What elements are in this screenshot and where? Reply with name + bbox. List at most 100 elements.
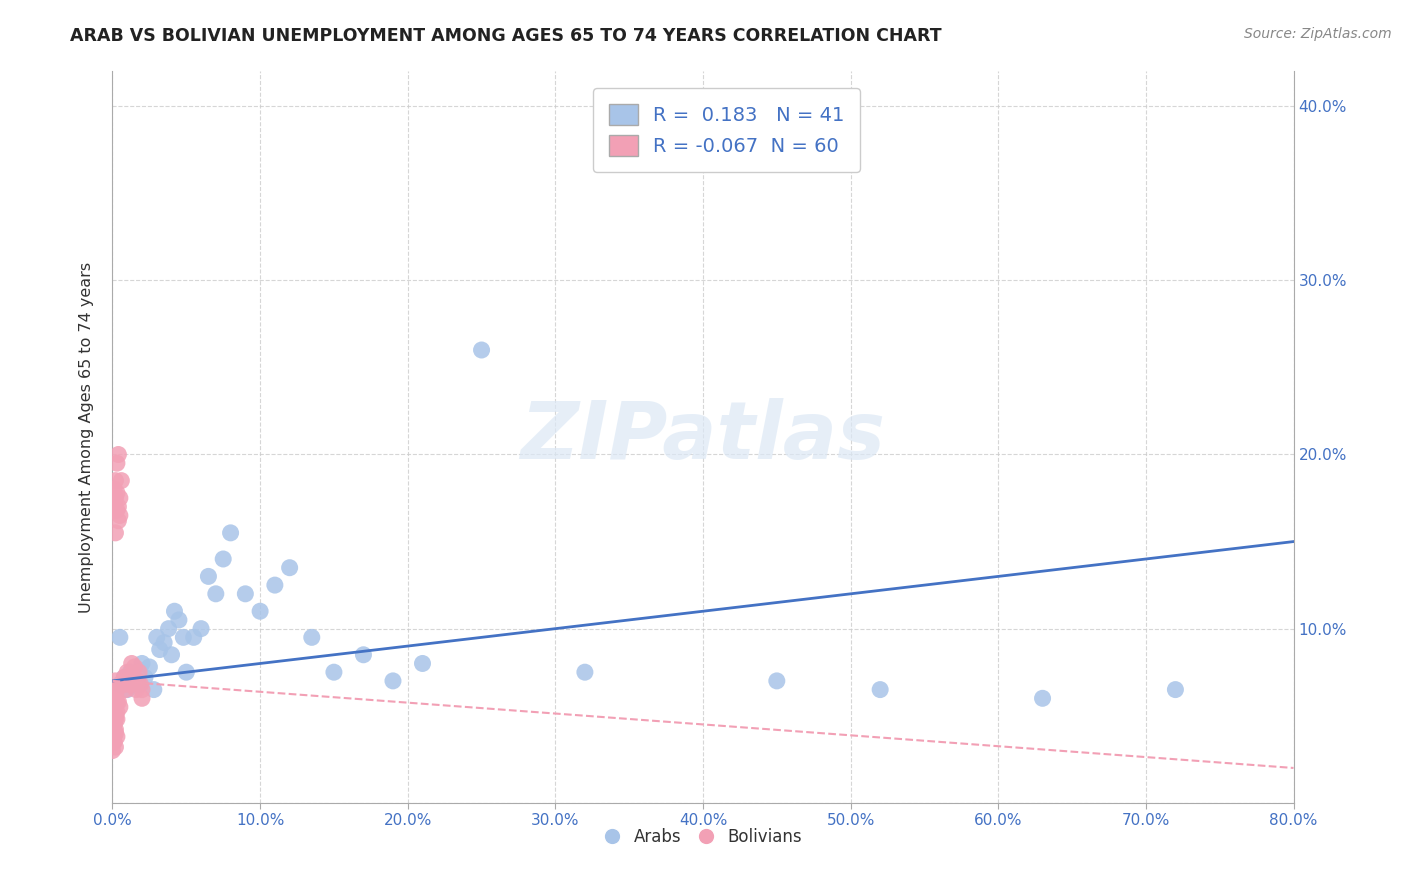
Point <box>103 717 125 731</box>
Y-axis label: Unemployment Among Ages 65 to 74 years: Unemployment Among Ages 65 to 74 years <box>79 261 94 613</box>
Point <box>142 682 165 697</box>
Point <box>114 682 136 697</box>
Point <box>108 700 131 714</box>
Point <box>352 648 374 662</box>
Point <box>104 740 127 755</box>
Point <box>129 677 152 691</box>
Point <box>470 343 494 357</box>
Point <box>1032 691 1054 706</box>
Point <box>105 712 128 726</box>
Point <box>301 631 323 645</box>
Point <box>103 700 125 714</box>
Point <box>138 660 160 674</box>
Point <box>103 695 125 709</box>
Point <box>105 456 128 470</box>
Point <box>190 622 212 636</box>
Point <box>146 631 169 645</box>
Point <box>128 677 150 691</box>
Point <box>134 670 156 684</box>
Point <box>153 635 176 649</box>
Point <box>104 726 127 740</box>
Point <box>197 569 219 583</box>
Point <box>149 642 172 657</box>
Point <box>205 587 228 601</box>
Point <box>174 665 197 680</box>
Point <box>131 691 153 706</box>
Point <box>103 483 125 497</box>
Text: ZIPatlas: ZIPatlas <box>520 398 886 476</box>
Point <box>103 735 125 749</box>
Point <box>104 525 127 540</box>
Point <box>131 682 153 697</box>
Point <box>233 587 256 601</box>
Point <box>219 525 242 540</box>
Point <box>101 700 124 714</box>
Point <box>104 474 127 488</box>
Point <box>1164 682 1187 697</box>
Point <box>124 660 146 674</box>
Point <box>105 682 128 697</box>
Point <box>766 673 789 688</box>
Point <box>105 503 128 517</box>
Point <box>104 723 127 737</box>
Point <box>278 560 301 574</box>
Point <box>128 665 150 680</box>
Point <box>264 578 287 592</box>
Point <box>172 631 194 645</box>
Point <box>382 673 405 688</box>
Point <box>108 631 131 645</box>
Point <box>124 673 146 688</box>
Point <box>103 688 125 702</box>
Legend: Arabs, Bolivians: Arabs, Bolivians <box>598 822 808 853</box>
Point <box>160 648 183 662</box>
Point <box>249 604 271 618</box>
Point <box>101 723 124 737</box>
Point <box>104 691 127 706</box>
Point <box>107 695 129 709</box>
Point <box>105 705 128 719</box>
Point <box>157 622 180 636</box>
Point <box>112 677 135 691</box>
Point <box>117 665 138 680</box>
Point <box>112 670 135 684</box>
Point <box>117 682 138 697</box>
Point <box>411 657 433 671</box>
Point <box>104 673 127 688</box>
Point <box>104 688 127 702</box>
Point <box>108 677 131 691</box>
Point <box>104 491 127 505</box>
Point <box>107 448 129 462</box>
Point <box>101 743 124 757</box>
Point <box>121 657 143 671</box>
Text: Source: ZipAtlas.com: Source: ZipAtlas.com <box>1244 27 1392 41</box>
Point <box>107 514 129 528</box>
Point <box>163 604 186 618</box>
Point <box>120 677 142 691</box>
Point <box>574 665 596 680</box>
Point <box>104 688 127 702</box>
Point <box>869 682 891 697</box>
Point <box>167 613 190 627</box>
Point <box>127 673 149 688</box>
Point <box>112 670 135 684</box>
Point <box>125 682 148 697</box>
Point <box>104 708 127 723</box>
Point <box>105 730 128 744</box>
Point <box>103 695 125 709</box>
Point <box>103 717 125 731</box>
Point <box>131 657 153 671</box>
Point <box>103 730 125 744</box>
Point <box>110 474 132 488</box>
Point <box>103 735 125 749</box>
Point <box>108 508 131 523</box>
Point <box>103 496 125 510</box>
Point <box>104 712 127 726</box>
Point <box>108 491 131 505</box>
Point <box>120 665 142 680</box>
Point <box>122 670 145 684</box>
Point <box>105 695 128 709</box>
Point <box>183 631 205 645</box>
Point <box>101 503 124 517</box>
Text: ARAB VS BOLIVIAN UNEMPLOYMENT AMONG AGES 65 TO 74 YEARS CORRELATION CHART: ARAB VS BOLIVIAN UNEMPLOYMENT AMONG AGES… <box>70 27 942 45</box>
Point <box>212 552 235 566</box>
